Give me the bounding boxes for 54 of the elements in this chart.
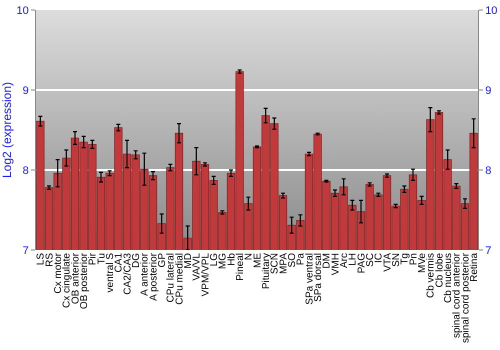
y-tick-label: 8 xyxy=(22,164,29,177)
x-tick-label: SC xyxy=(364,253,376,267)
x-tick-label: Pineal xyxy=(234,253,246,281)
x-tick-label: MVe xyxy=(416,252,428,274)
x-tick-label: Retina xyxy=(468,252,480,282)
x-tick-label: SN xyxy=(390,253,402,267)
x-tick-label: Cb nucleus xyxy=(442,253,454,304)
x-tick-label: GP xyxy=(156,252,168,268)
x-tick-label: spinal cord posterior xyxy=(460,252,472,344)
x-tick-label: Hb xyxy=(226,252,238,266)
y-tick-label: 9 xyxy=(22,84,29,97)
x-tick-label: SCN xyxy=(270,253,281,274)
x-tick-label: MPA xyxy=(278,252,290,274)
x-tick-label: Pir xyxy=(88,252,99,266)
x-tick-label: PAG xyxy=(356,252,368,274)
x-tick-label: ventral S xyxy=(104,252,116,292)
x-tick-label: Pituitary xyxy=(260,253,272,290)
x-tick-label: A anterior xyxy=(140,252,151,296)
x-tick-label: VTA xyxy=(382,252,394,272)
y2-tick-label: 8 xyxy=(485,164,492,177)
x-tick-label: DM xyxy=(322,253,333,269)
x-tick-label: OB posterior xyxy=(78,252,90,310)
x-tick-label: N xyxy=(244,253,255,260)
x-tick-label: Tg xyxy=(400,253,411,265)
x-tick-label: Arc xyxy=(338,253,350,268)
x-tick-label: IC xyxy=(374,253,385,263)
x-tick-label: SO xyxy=(286,252,298,268)
y2-tick-label: 7 xyxy=(485,244,492,257)
y-tick-label: 10 xyxy=(16,4,29,17)
x-tick-label: RS xyxy=(44,252,56,267)
x-tick-label: CA2/CA3 xyxy=(122,252,134,295)
x-tick-label: SPa dorsal xyxy=(312,253,324,302)
y2-tick-label: 10 xyxy=(485,4,498,17)
x-tick-label: DG xyxy=(130,252,142,268)
x-tick-label: Cb lobe xyxy=(434,252,446,288)
x-tick-label: LS xyxy=(36,252,47,266)
x-tick-label: VMH xyxy=(330,253,342,276)
x-tick-label: A posterior xyxy=(148,252,160,301)
x-tick-label: OB anterior xyxy=(70,252,82,304)
x-tick-label: Cx motor xyxy=(52,252,64,294)
y2-tick-label: 9 xyxy=(485,84,492,97)
x-tick-label: VPM/VPL xyxy=(200,252,212,296)
y-tick-label: 7 xyxy=(22,244,29,257)
x-tick-label: spinal cord anterior xyxy=(452,252,463,338)
x-tick-label: LH xyxy=(348,253,359,266)
x-tick-label: CA1 xyxy=(114,252,125,272)
x-tick-label: Tu xyxy=(96,253,108,264)
x-tick-label: Pn xyxy=(408,253,420,266)
y-axis-title: Log2 (expression) xyxy=(0,82,14,178)
x-tick-label: CPu medial xyxy=(174,253,186,305)
x-tick-label: Pa xyxy=(296,252,307,266)
x-tick-label: Cx cingulate xyxy=(62,252,73,308)
x-tick-label: ME xyxy=(252,252,264,268)
x-tick-label: LG xyxy=(208,252,220,266)
